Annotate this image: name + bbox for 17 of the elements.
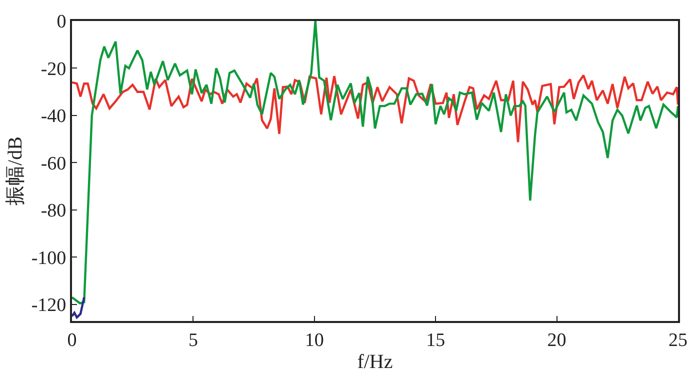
x-tick-label: 20 — [547, 330, 566, 351]
y-tick-label: -20 — [40, 58, 66, 80]
x-tick-label: 5 — [188, 330, 198, 351]
x-axis-title: f/Hz — [357, 350, 393, 373]
y-tick-label: -80 — [40, 200, 66, 222]
y-tick-label: -40 — [40, 106, 66, 128]
y-tick-label: 0 — [56, 12, 66, 33]
y-axis-title: 振幅/dB — [4, 136, 26, 206]
y-tick-label: -100 — [31, 248, 66, 269]
x-tick-label: 25 — [668, 330, 688, 351]
line-series — [72, 74, 678, 144]
y-tick-label: -60 — [40, 153, 66, 174]
x-tick-label: 15 — [426, 330, 446, 351]
line-series — [72, 296, 86, 319]
line-series — [72, 21, 678, 304]
y-tick-label: -120 — [31, 295, 66, 316]
x-tick-label: 10 — [304, 330, 324, 351]
